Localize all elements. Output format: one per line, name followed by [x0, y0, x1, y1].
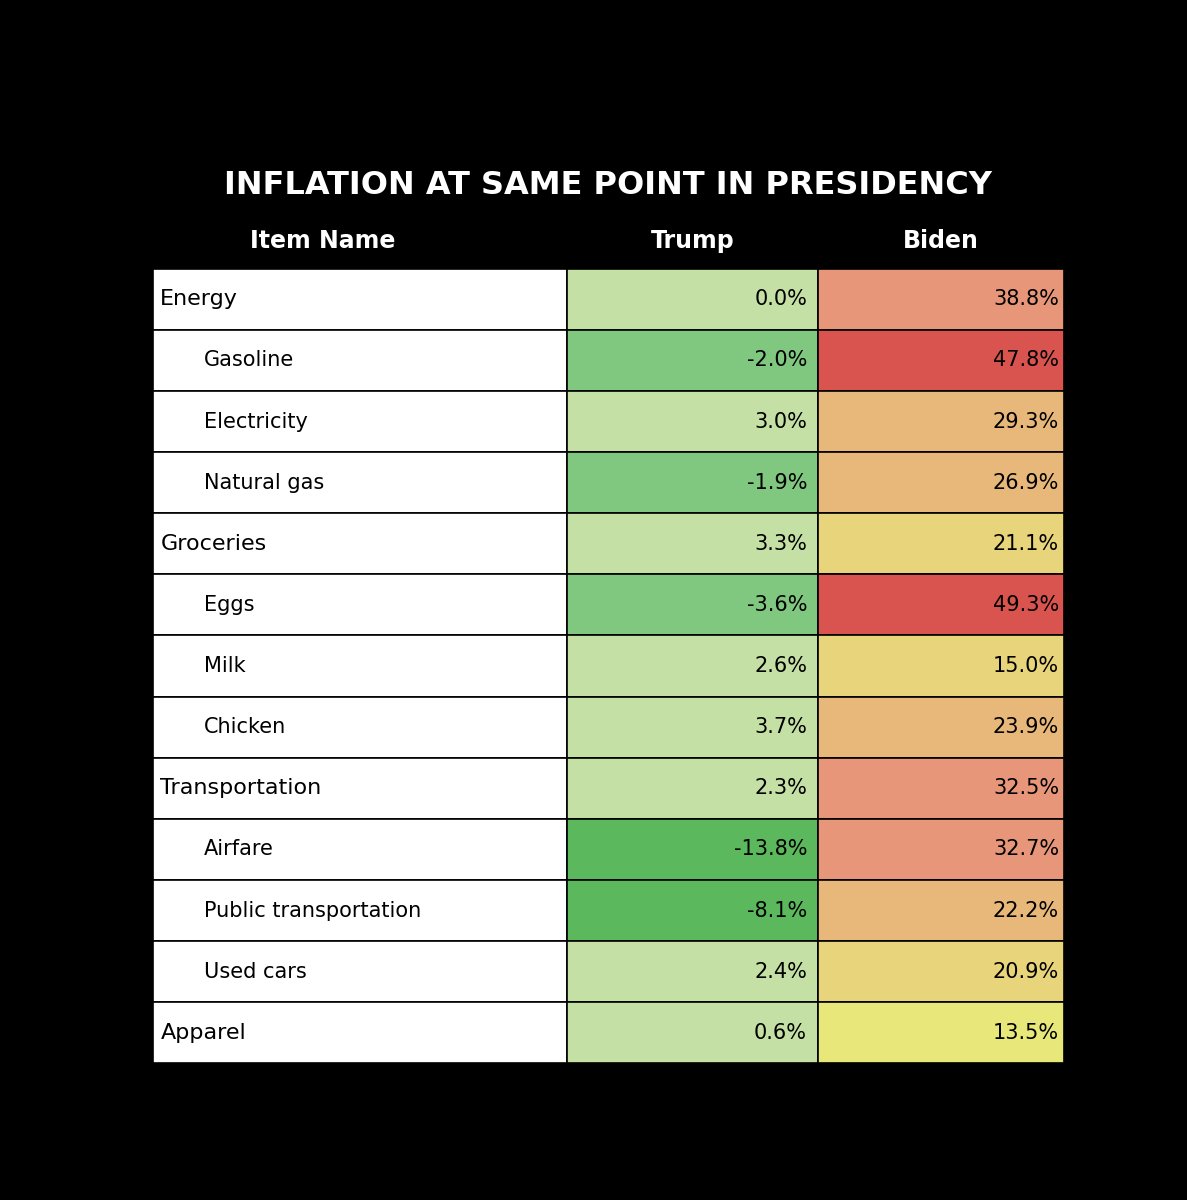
Text: Used cars: Used cars: [204, 961, 306, 982]
Text: 15.0%: 15.0%: [994, 656, 1059, 676]
Bar: [567, 697, 818, 757]
Text: 21.1%: 21.1%: [994, 534, 1059, 554]
Text: 0.0%: 0.0%: [754, 289, 807, 310]
Text: Trump: Trump: [650, 229, 735, 253]
Bar: [818, 880, 1064, 941]
Text: -1.9%: -1.9%: [747, 473, 807, 493]
Text: Apparel: Apparel: [160, 1022, 246, 1043]
Bar: [153, 269, 567, 330]
Text: Gasoline: Gasoline: [204, 350, 294, 371]
Text: Chicken: Chicken: [204, 718, 286, 737]
Bar: [818, 818, 1064, 880]
Text: 29.3%: 29.3%: [992, 412, 1059, 432]
Text: 3.7%: 3.7%: [754, 718, 807, 737]
Bar: [153, 452, 567, 514]
Text: Milk: Milk: [204, 656, 246, 676]
Bar: [153, 697, 567, 757]
Bar: [567, 452, 818, 514]
Text: Energy: Energy: [160, 289, 239, 310]
Text: Item Name: Item Name: [250, 229, 395, 253]
Bar: [153, 818, 567, 880]
Text: 13.5%: 13.5%: [994, 1022, 1059, 1043]
Bar: [153, 514, 567, 575]
Bar: [567, 575, 818, 636]
Bar: [153, 330, 567, 391]
Text: Groceries: Groceries: [160, 534, 267, 554]
Bar: [567, 269, 818, 330]
Bar: [818, 575, 1064, 636]
Bar: [818, 636, 1064, 697]
Text: -13.8%: -13.8%: [734, 840, 807, 859]
Bar: [153, 1002, 567, 1063]
Bar: [818, 757, 1064, 818]
Bar: [567, 514, 818, 575]
Bar: [153, 880, 567, 941]
Bar: [818, 330, 1064, 391]
Text: Natural gas: Natural gas: [204, 473, 324, 493]
Text: 32.7%: 32.7%: [994, 840, 1059, 859]
Bar: [818, 514, 1064, 575]
Bar: [818, 941, 1064, 1002]
Bar: [567, 880, 818, 941]
Bar: [153, 636, 567, 697]
Bar: [818, 1002, 1064, 1063]
Text: 26.9%: 26.9%: [992, 473, 1059, 493]
Text: 20.9%: 20.9%: [992, 961, 1059, 982]
Bar: [153, 941, 567, 1002]
Bar: [818, 391, 1064, 452]
Bar: [567, 330, 818, 391]
Text: Eggs: Eggs: [204, 595, 254, 614]
Text: 38.8%: 38.8%: [994, 289, 1059, 310]
Text: Electricity: Electricity: [204, 412, 307, 432]
Bar: [567, 818, 818, 880]
Text: -3.6%: -3.6%: [747, 595, 807, 614]
Bar: [153, 391, 567, 452]
Text: 2.3%: 2.3%: [754, 779, 807, 798]
Bar: [818, 452, 1064, 514]
Text: 23.9%: 23.9%: [992, 718, 1059, 737]
Bar: [567, 636, 818, 697]
Bar: [818, 697, 1064, 757]
Text: 3.3%: 3.3%: [754, 534, 807, 554]
Text: -2.0%: -2.0%: [747, 350, 807, 371]
Text: 2.4%: 2.4%: [754, 961, 807, 982]
Bar: [567, 757, 818, 818]
Bar: [153, 757, 567, 818]
Text: 0.6%: 0.6%: [754, 1022, 807, 1043]
Text: Airfare: Airfare: [204, 840, 273, 859]
Text: INFLATION AT SAME POINT IN PRESIDENCY: INFLATION AT SAME POINT IN PRESIDENCY: [224, 170, 992, 202]
Bar: [567, 941, 818, 1002]
Text: 32.5%: 32.5%: [994, 779, 1059, 798]
Bar: [567, 1002, 818, 1063]
Bar: [153, 575, 567, 636]
Text: 49.3%: 49.3%: [992, 595, 1059, 614]
Text: 22.2%: 22.2%: [994, 900, 1059, 920]
Text: Public transportation: Public transportation: [204, 900, 421, 920]
Text: -8.1%: -8.1%: [747, 900, 807, 920]
Bar: [818, 269, 1064, 330]
Text: 3.0%: 3.0%: [754, 412, 807, 432]
Text: 2.6%: 2.6%: [754, 656, 807, 676]
Text: Transportation: Transportation: [160, 779, 322, 798]
Bar: [567, 391, 818, 452]
Text: Biden: Biden: [903, 229, 979, 253]
Text: 47.8%: 47.8%: [994, 350, 1059, 371]
